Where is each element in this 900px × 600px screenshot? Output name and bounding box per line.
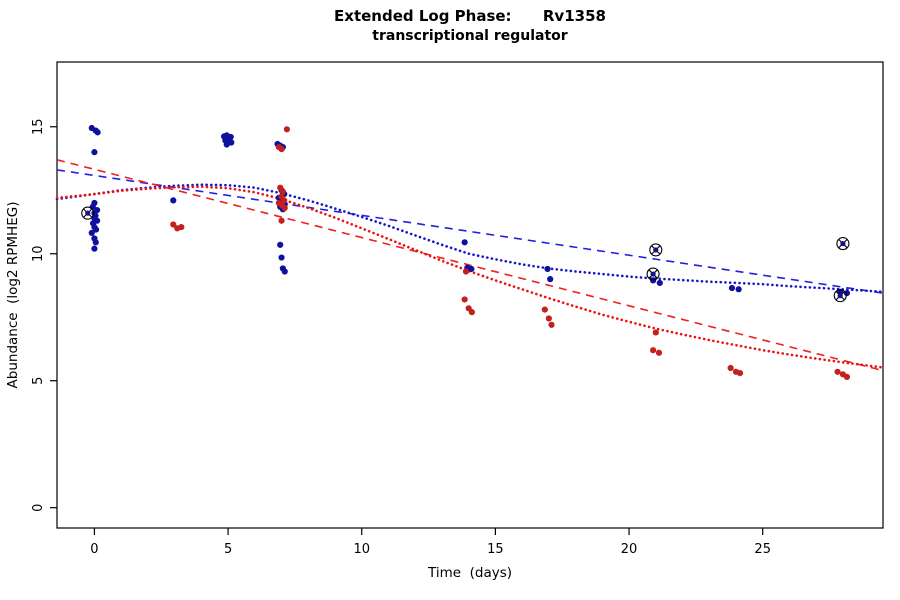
data-point: [727, 364, 734, 372]
flagged-point-ring: [833, 289, 847, 303]
x-tick-label: 25: [754, 542, 771, 557]
y-tick-label: 15: [31, 118, 46, 135]
data-point: [94, 129, 101, 136]
blue-linear-fit-line: [56, 169, 884, 294]
blue-smooth-fit-line: [55, 183, 885, 294]
data-point: [278, 254, 285, 261]
data-point: [277, 241, 284, 248]
flagged-point-dot: [840, 240, 846, 247]
data-point: [91, 245, 98, 252]
data-point: [736, 369, 744, 377]
data-point: [223, 141, 230, 148]
x-tick-label: 20: [621, 542, 638, 557]
y-tick-label: 5: [31, 377, 46, 385]
data-point: [468, 309, 475, 316]
data-point: [650, 347, 657, 354]
flagged-point-dot: [837, 293, 843, 299]
data-point: [843, 289, 851, 297]
x-tick-label: 10: [353, 542, 370, 557]
data-point: [281, 197, 288, 204]
data-point: [278, 217, 285, 224]
data-point: [226, 136, 233, 143]
data-point: [462, 268, 470, 275]
data-point: [279, 188, 286, 195]
x-axis-label: Time (days): [427, 565, 513, 581]
data-point: [541, 306, 548, 313]
flagged-point-dot: [653, 247, 659, 253]
data-point: [843, 373, 851, 380]
data-point: [461, 296, 468, 303]
data-point: [656, 279, 663, 287]
data-point: [735, 286, 742, 293]
data-point: [655, 349, 663, 356]
red-smooth-fit-line: [55, 185, 885, 369]
y-tick-label: 10: [31, 245, 46, 262]
data-point: [178, 223, 185, 231]
data-point: [461, 239, 468, 246]
flagged-point-dot: [85, 210, 91, 216]
x-tick-label: 5: [224, 542, 232, 557]
data-point: [545, 315, 552, 322]
data-point: [92, 226, 100, 233]
data-point: [170, 197, 177, 204]
data-point: [281, 204, 288, 212]
y-tick-label: 0: [31, 504, 46, 512]
flagged-point-ring: [649, 243, 663, 257]
data-point: [91, 149, 98, 156]
data-point: [834, 368, 841, 375]
data-point: [468, 265, 475, 273]
data-point: [548, 321, 555, 328]
data-point: [283, 126, 290, 133]
data-point: [728, 284, 736, 292]
chart-subtitle: transcriptional regulator: [372, 28, 568, 44]
x-tick-label: 0: [90, 542, 98, 557]
y-axis-label: Abundance (log2 RPMHEG): [5, 201, 21, 389]
red-linear-fit-line: [56, 159, 884, 372]
data-point: [544, 265, 551, 273]
chart-title: Extended Log Phase: Rv1358: [334, 7, 606, 25]
flagged-point-ring: [836, 237, 850, 251]
x-tick-label: 15: [487, 542, 504, 557]
flagged-point-dot: [650, 271, 656, 277]
data-point: [88, 229, 95, 237]
plot-frame: [56, 61, 884, 529]
data-point: [652, 329, 659, 336]
flagged-point-ring: [646, 267, 660, 281]
flagged-point-ring: [81, 206, 95, 220]
data-point: [278, 146, 285, 153]
data-point: [92, 239, 99, 246]
data-point: [281, 268, 288, 275]
data-point: [547, 276, 554, 283]
data-point: [170, 221, 177, 228]
